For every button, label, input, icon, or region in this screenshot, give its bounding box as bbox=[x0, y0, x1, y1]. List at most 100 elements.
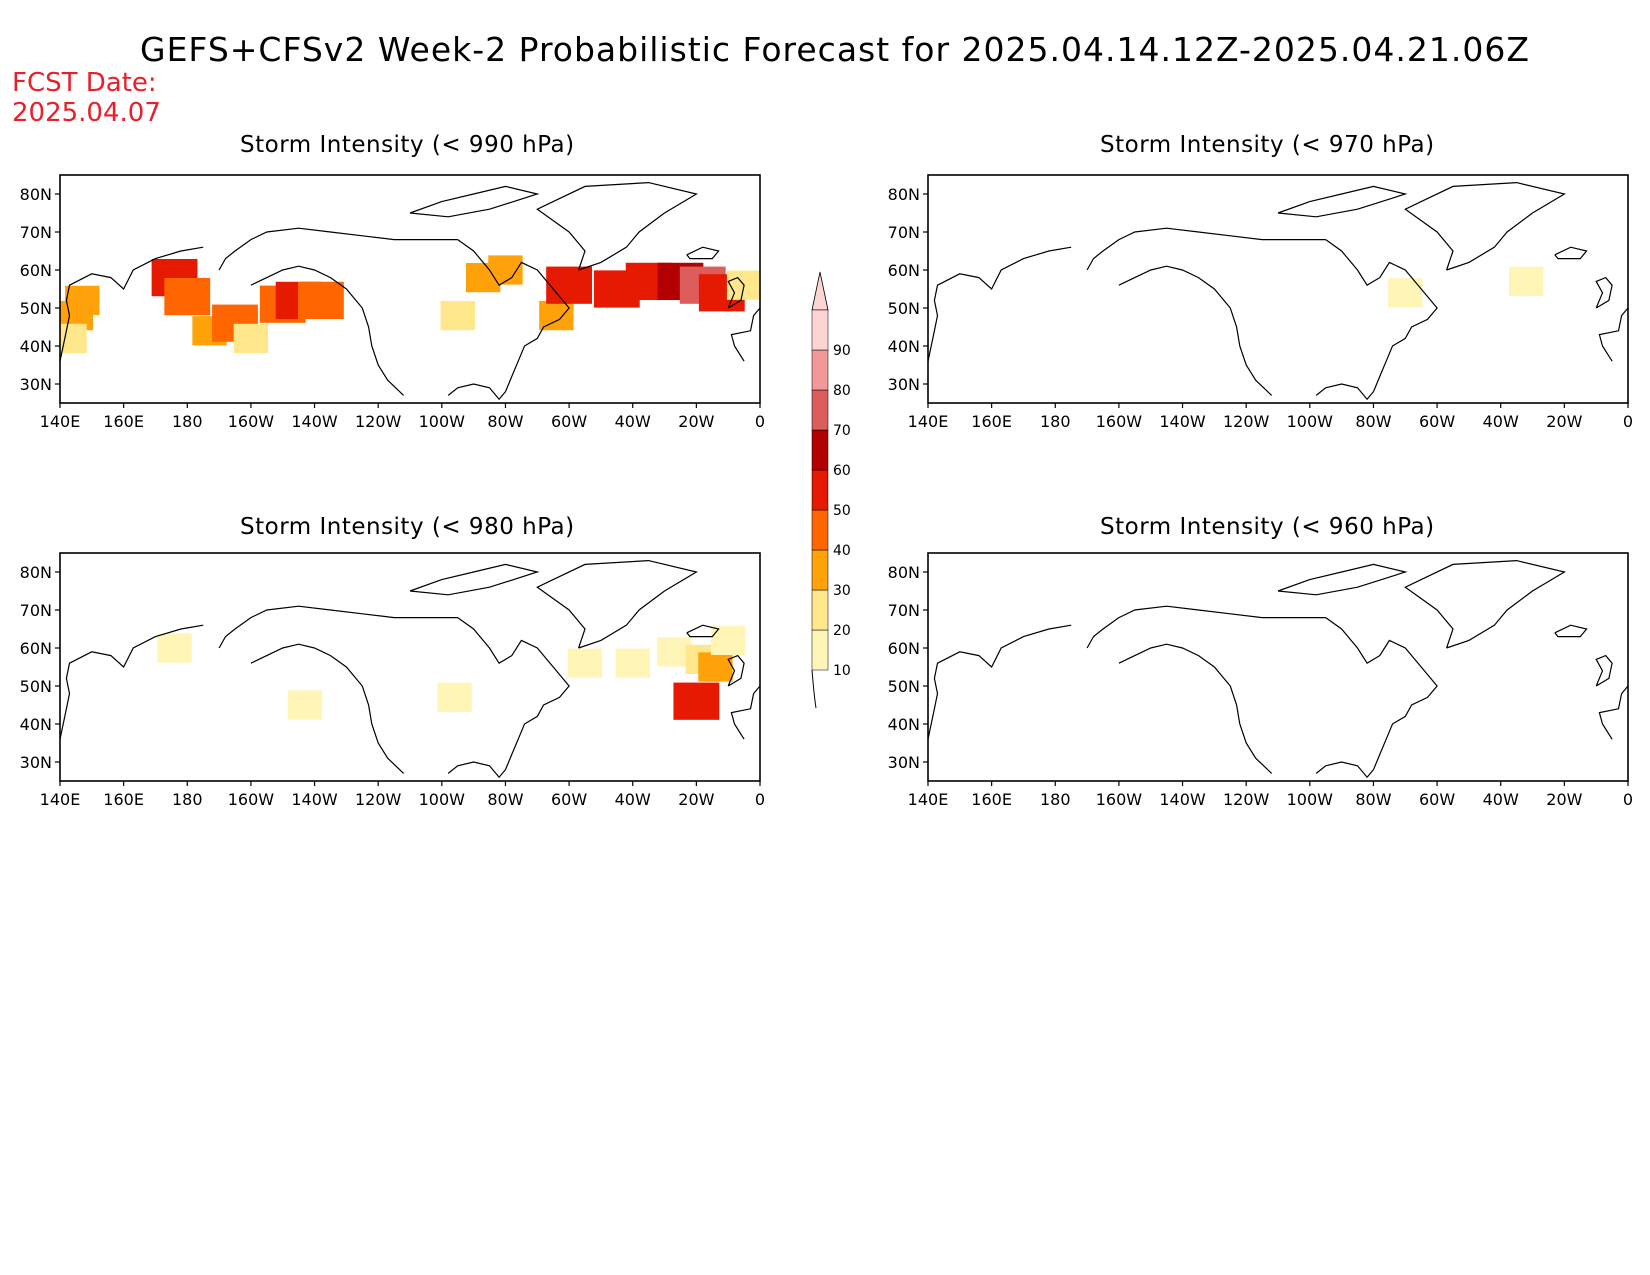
map-p980: 140E 160E 180 160W 140W 120W 100W 80W 60W 40W 20W 0… bbox=[20, 552, 765, 809]
colorbar-label: 50 bbox=[833, 503, 851, 519]
x-tick-label: 140W bbox=[291, 412, 338, 431]
coastline-segment bbox=[686, 624, 720, 638]
x-tick-label: 120W bbox=[355, 790, 402, 809]
map-p960: 140E 160E 180 160W 140W 120W 100W 80W 60W 40W 20W 0… bbox=[888, 552, 1633, 809]
x-tick-label: 0 bbox=[1623, 412, 1633, 431]
coastline-segment bbox=[1554, 624, 1588, 638]
coastline-segment bbox=[250, 265, 405, 396]
y-tick-label: 50N bbox=[888, 677, 920, 696]
y-tick-label: 40N bbox=[20, 337, 52, 356]
probability-cell bbox=[615, 648, 650, 678]
x-tick-label: 140E bbox=[908, 790, 949, 809]
x-tick-label: 140W bbox=[291, 790, 338, 809]
x-tick-label: 160W bbox=[1096, 412, 1143, 431]
coastlines bbox=[60, 559, 760, 779]
y-tick-label: 60N bbox=[888, 261, 920, 280]
x-tick-label: 60W bbox=[1419, 790, 1455, 809]
x-tick-label: 120W bbox=[355, 412, 402, 431]
y-tick-label: 80N bbox=[20, 563, 52, 582]
panel-title-970: Storm Intensity (< 970 hPa) bbox=[1100, 132, 1435, 158]
x-tick-label: 160E bbox=[971, 412, 1012, 431]
y-tick-label: 30N bbox=[20, 375, 52, 394]
probability-cell bbox=[298, 281, 344, 320]
x-tick-label: 80W bbox=[1355, 790, 1391, 809]
x-tick-label: 100W bbox=[1287, 790, 1334, 809]
x-tick-label: 100W bbox=[419, 790, 466, 809]
coastline-segment bbox=[1086, 605, 1326, 649]
coastline-segment bbox=[1325, 239, 1438, 392]
x-tick-label: 60W bbox=[1419, 412, 1455, 431]
x-tick-label: 40W bbox=[615, 412, 651, 431]
y-tick-label: 40N bbox=[20, 715, 52, 734]
coastline-segment bbox=[727, 654, 745, 687]
coastline-segment bbox=[536, 181, 698, 271]
y-tick-label: 50N bbox=[888, 299, 920, 318]
x-tick-label: 20W bbox=[1546, 790, 1582, 809]
panel-title-990: Storm Intensity (< 990 hPa) bbox=[240, 132, 575, 158]
coastline-segment bbox=[686, 246, 720, 260]
coastline-segment bbox=[1404, 181, 1566, 271]
coastline-segment bbox=[60, 624, 204, 740]
x-tick-label: 80W bbox=[487, 790, 523, 809]
colorbar-label: 80 bbox=[833, 383, 851, 399]
y-tick-label: 40N bbox=[888, 715, 920, 734]
coastline-segment bbox=[409, 185, 540, 218]
x-tick-label: 140E bbox=[908, 412, 949, 431]
coastline-segment bbox=[1315, 761, 1374, 779]
x-tick-label: 0 bbox=[755, 790, 765, 809]
colorbar-segment bbox=[811, 629, 829, 671]
x-tick-label: 40W bbox=[1483, 790, 1519, 809]
coastline-segment bbox=[447, 761, 506, 779]
probability-cell bbox=[567, 648, 603, 678]
colorbar-label: 30 bbox=[833, 583, 851, 599]
x-tick-label: 140W bbox=[1159, 412, 1206, 431]
coastline-segment bbox=[536, 559, 698, 649]
probability-cell bbox=[673, 682, 720, 720]
y-tick-label: 60N bbox=[20, 639, 52, 658]
y-tick-label: 70N bbox=[20, 601, 52, 620]
map-p990: 140E 160E 180 160W 140W 120W 100W 80W 60W 40W 20W 0… bbox=[20, 174, 765, 431]
colorbar-label: 90 bbox=[833, 343, 851, 359]
x-tick-label: 100W bbox=[419, 412, 466, 431]
x-tick-label: 180 bbox=[1040, 790, 1071, 809]
coastline-segment bbox=[1325, 617, 1438, 770]
panel-title-980: Storm Intensity (< 980 hPa) bbox=[240, 514, 575, 540]
coastline-segment bbox=[1277, 563, 1408, 596]
coastline-segment bbox=[1404, 559, 1566, 649]
colorbar-label: 40 bbox=[833, 543, 851, 559]
coastline-segment bbox=[1086, 227, 1326, 271]
coastline-segment bbox=[250, 643, 405, 774]
colorbar-segment bbox=[811, 589, 829, 631]
y-tick-label: 30N bbox=[888, 375, 920, 394]
y-tick-label: 50N bbox=[20, 677, 52, 696]
x-tick-label: 120W bbox=[1223, 412, 1270, 431]
probability-cell bbox=[1509, 266, 1544, 297]
colorbar-segment bbox=[811, 469, 829, 511]
panel-title-960: Storm Intensity (< 960 hPa) bbox=[1100, 514, 1435, 540]
x-tick-label: 160W bbox=[228, 790, 275, 809]
x-tick-label: 40W bbox=[615, 790, 651, 809]
probability-cell bbox=[546, 266, 592, 304]
coastline-segment bbox=[1554, 246, 1588, 260]
figure-title: GEFS+CFSv2 Week-2 Probabilistic Forecast… bbox=[140, 30, 1530, 69]
colorbar-segment bbox=[811, 349, 829, 391]
probability-cell bbox=[287, 690, 323, 720]
coastline-segment bbox=[730, 307, 760, 362]
x-tick-label: 160W bbox=[1096, 790, 1143, 809]
coastline-segment bbox=[1315, 383, 1374, 401]
coastline-segment bbox=[457, 617, 570, 770]
probability-cell bbox=[440, 300, 475, 331]
y-tick-label: 80N bbox=[888, 563, 920, 582]
y-tick-label: 60N bbox=[20, 261, 52, 280]
x-tick-label: 20W bbox=[1546, 412, 1582, 431]
colorbar-label: 60 bbox=[833, 463, 851, 479]
x-tick-label: 120W bbox=[1223, 790, 1270, 809]
map-frame bbox=[59, 174, 761, 404]
probability-cell bbox=[157, 633, 192, 663]
x-tick-label: 180 bbox=[172, 790, 203, 809]
colorbar-label: 20 bbox=[833, 623, 851, 639]
colorbar-segment bbox=[811, 509, 829, 551]
colorbar-label: 10 bbox=[833, 663, 851, 679]
x-tick-label: 160E bbox=[971, 790, 1012, 809]
coastlines bbox=[928, 559, 1628, 779]
